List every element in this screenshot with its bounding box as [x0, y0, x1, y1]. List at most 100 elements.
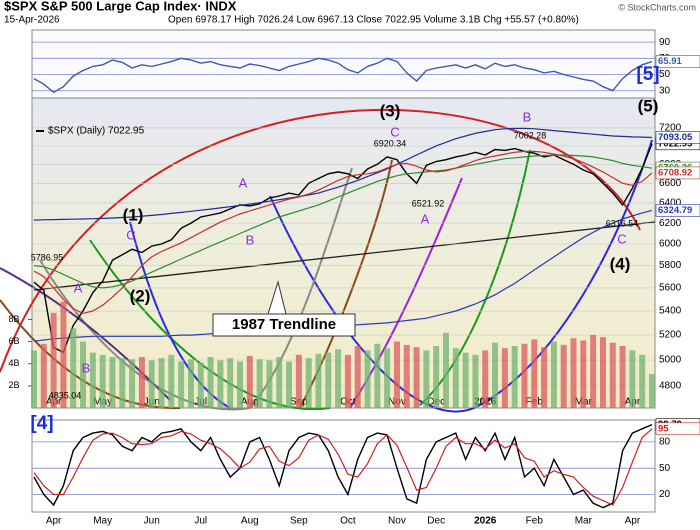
arc [0, 108, 641, 373]
volume-bar [639, 354, 646, 408]
volume-bar [325, 352, 332, 408]
annotation: 6316.54 [606, 218, 639, 228]
x-tick-label: 2026 [474, 516, 497, 527]
value-tag-bg [655, 204, 700, 217]
x-tick-label: Apr [625, 516, 641, 527]
annotation: 4835.04 [49, 390, 82, 400]
annotation: C [390, 124, 399, 139]
y-tick-label: 6200 [659, 218, 682, 229]
volume-bar [148, 360, 155, 408]
volume-bar [80, 341, 87, 408]
value-tag: 6324.79 [658, 205, 692, 216]
value-tag: 65.91 [658, 56, 682, 67]
volume-bar [50, 312, 57, 408]
volume-bar [384, 348, 391, 408]
volume-bar [521, 343, 528, 408]
y2-tick-label: 2B [8, 380, 19, 390]
volume-bar [207, 357, 214, 408]
annotation: 6920.34 [374, 138, 407, 148]
volume-bar [315, 353, 322, 408]
y-tick-label: 4800 [659, 381, 682, 392]
series-line [33, 428, 653, 506]
rsi-panel [31, 29, 656, 99]
volume-bar [452, 348, 459, 408]
volume-bar [482, 350, 489, 408]
volume-bar [246, 355, 253, 408]
volume-bar [344, 354, 351, 408]
volume-bar [99, 354, 106, 408]
x-tick-label: Feb [526, 516, 544, 527]
legend-label: $SPX (Daily) 7022.95 [48, 126, 145, 137]
y-tick-label: 80 [659, 437, 671, 448]
y-tick-label: 7200 [659, 123, 682, 134]
series-line [33, 150, 653, 315]
volume-bar [295, 354, 302, 408]
annotation: (3) [380, 101, 401, 120]
callout-box [212, 313, 356, 337]
series-line [33, 143, 653, 354]
volume-bar [40, 343, 47, 408]
value-tag-bg [655, 422, 700, 436]
y-tick-label: 6000 [659, 239, 682, 250]
x-tick-label: May [93, 516, 112, 527]
volume-bar [541, 347, 548, 408]
y-tick-label: 20 [659, 489, 671, 500]
arc [269, 139, 653, 413]
volume-bar [374, 343, 381, 408]
volume-bar [492, 342, 499, 408]
value-tag: 7022.95 [658, 138, 693, 149]
y-tick-label: 5400 [659, 306, 682, 317]
y-tick-label: 50 [659, 69, 671, 80]
series-line [33, 57, 653, 94]
x-tick-label: Apr [46, 516, 62, 527]
annotation: (4) [610, 254, 631, 273]
brand: © StockCharts.com [618, 2, 696, 12]
volume-bar [619, 346, 626, 408]
arc [299, 159, 393, 409]
volume-bar [462, 352, 469, 408]
volume-bar [599, 337, 606, 408]
volume-bar [60, 301, 67, 408]
value-tag: 7093.05 [658, 132, 693, 143]
y-tick-label: 30 [659, 85, 671, 96]
annotation: 6521.92 [412, 198, 445, 208]
volume-bar [433, 346, 440, 408]
value-tag: 6708.92 [658, 167, 692, 178]
x-tick-label: Aug [241, 516, 259, 527]
volume-bar [197, 362, 204, 408]
volume-bar [305, 358, 312, 408]
volume-bar [187, 359, 194, 408]
value-tag-bg [655, 166, 700, 180]
annotation: A [74, 280, 83, 295]
x-tick-label: Dec [427, 516, 445, 527]
volume-bar [266, 360, 273, 408]
series-line [33, 154, 653, 289]
volume-bar [413, 347, 420, 408]
volume-bar [138, 357, 145, 408]
volume-bar [472, 354, 479, 408]
volume-bar [158, 358, 165, 408]
volume-bar [129, 359, 136, 408]
annotation: B [246, 232, 255, 247]
y-tick-label: 5000 [659, 355, 682, 366]
volume-bar [629, 350, 636, 408]
volume-bar [168, 354, 175, 408]
annotation: A [239, 175, 248, 190]
annotation: B [82, 360, 91, 375]
volume-bar [237, 361, 243, 408]
volume-bar [550, 341, 557, 408]
volume-bar [393, 341, 400, 408]
volume-bar [403, 344, 410, 408]
volume-bar [276, 357, 283, 408]
volume-bar [335, 349, 342, 408]
volume-bar [609, 342, 616, 408]
series-line [33, 127, 653, 221]
annotation: C [126, 227, 135, 242]
volume-bar [364, 350, 371, 408]
y-tick-label: 90 [659, 37, 671, 48]
y-tick-label: 5800 [659, 260, 682, 271]
y-tick-label: 6600 [659, 178, 682, 189]
quote: Open 6978.17 High 7026.24 Low 6967.13 Cl… [168, 15, 579, 26]
annotation: (5) [638, 96, 659, 115]
